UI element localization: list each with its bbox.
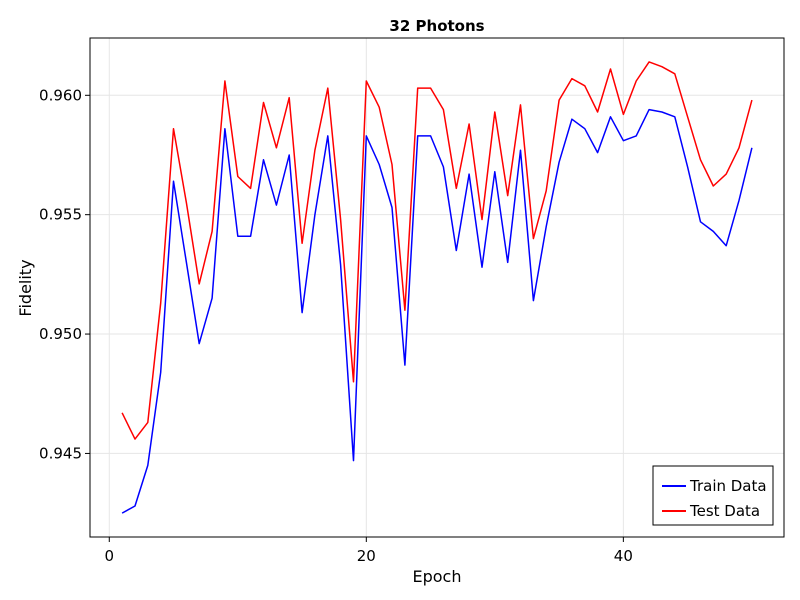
legend-label: Train Data [689,477,767,495]
x-tick-label: 20 [357,547,376,565]
x-tick-label: 40 [614,547,633,565]
plot-background [90,38,784,537]
legend: Train Data Test Data [652,465,774,526]
x-tick-label: 0 [105,547,115,565]
series-layer [121,61,753,514]
y-axis-title: Fidelity [16,259,35,316]
y-tick-label: 0.955 [39,206,82,224]
chart-title: 32 Photons [389,17,484,35]
legend-label: Test Data [689,502,760,520]
series-line-train-data [121,108,753,514]
axis-ticks: 0 20 40 0.945 0.950 0.955 0.960 [39,86,633,565]
legend-box [652,465,774,526]
x-axis-title: Epoch [413,567,462,586]
y-tick-label: 0.950 [39,325,82,343]
y-tick-label: 0.960 [39,86,82,104]
y-tick-label: 0.945 [39,444,82,462]
series-line-test-data [121,61,753,440]
grid-lines [90,38,784,537]
plot-frame [89,37,785,538]
